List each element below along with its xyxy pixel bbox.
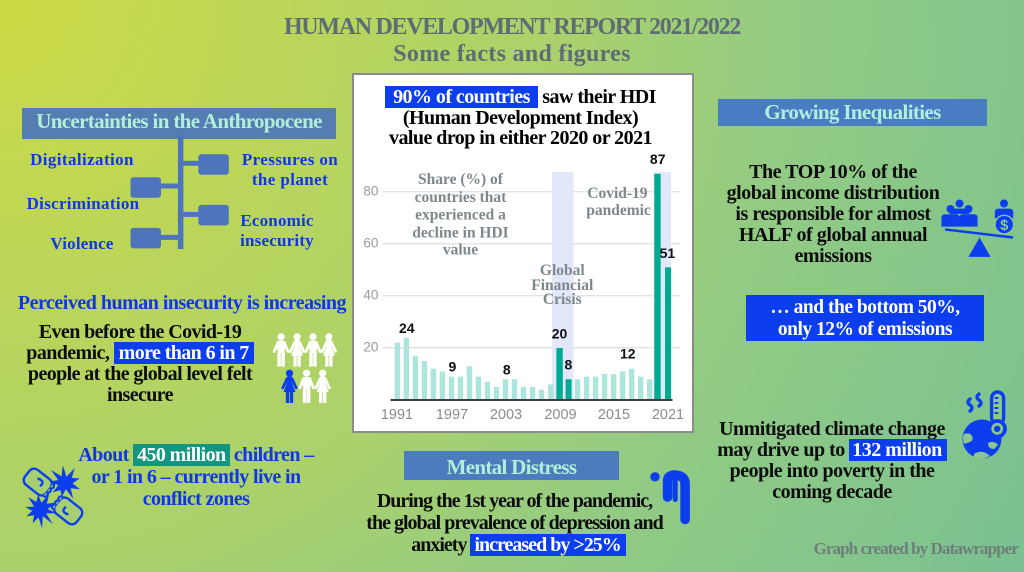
svg-text:1997: 1997 bbox=[436, 407, 468, 423]
svg-text:60: 60 bbox=[363, 236, 378, 251]
svg-text:decline in HDI: decline in HDI bbox=[412, 224, 508, 241]
svg-text:9: 9 bbox=[449, 359, 457, 375]
svg-text:Share (%) of: Share (%) of bbox=[418, 171, 504, 188]
svg-text:countries that: countries that bbox=[415, 189, 508, 206]
svg-text:Covid-19: Covid-19 bbox=[587, 185, 648, 202]
svg-text:12: 12 bbox=[620, 345, 636, 361]
svg-text:2021: 2021 bbox=[652, 407, 684, 423]
svg-text:value: value bbox=[443, 242, 478, 259]
svg-text:40: 40 bbox=[363, 288, 378, 303]
svg-text:8: 8 bbox=[503, 362, 511, 378]
svg-text:Crisis: Crisis bbox=[543, 291, 582, 308]
svg-text:87: 87 bbox=[650, 151, 666, 167]
svg-text:2015: 2015 bbox=[598, 407, 630, 423]
svg-text:2009: 2009 bbox=[544, 407, 576, 423]
svg-text:8: 8 bbox=[565, 356, 573, 372]
svg-text:20: 20 bbox=[363, 340, 378, 355]
svg-text:pandemic: pandemic bbox=[586, 202, 651, 219]
svg-text:20: 20 bbox=[552, 326, 568, 342]
svg-text:1991: 1991 bbox=[381, 407, 413, 423]
svg-text:24: 24 bbox=[399, 320, 415, 336]
svg-text:$: $ bbox=[1000, 218, 1008, 234]
svg-text:experienced a: experienced a bbox=[415, 207, 506, 224]
svg-text:2003: 2003 bbox=[490, 407, 522, 423]
svg-text:51: 51 bbox=[660, 245, 676, 261]
svg-text:80: 80 bbox=[363, 184, 378, 199]
svg-text:Global: Global bbox=[540, 262, 585, 279]
svg-text:Financial: Financial bbox=[531, 277, 594, 294]
